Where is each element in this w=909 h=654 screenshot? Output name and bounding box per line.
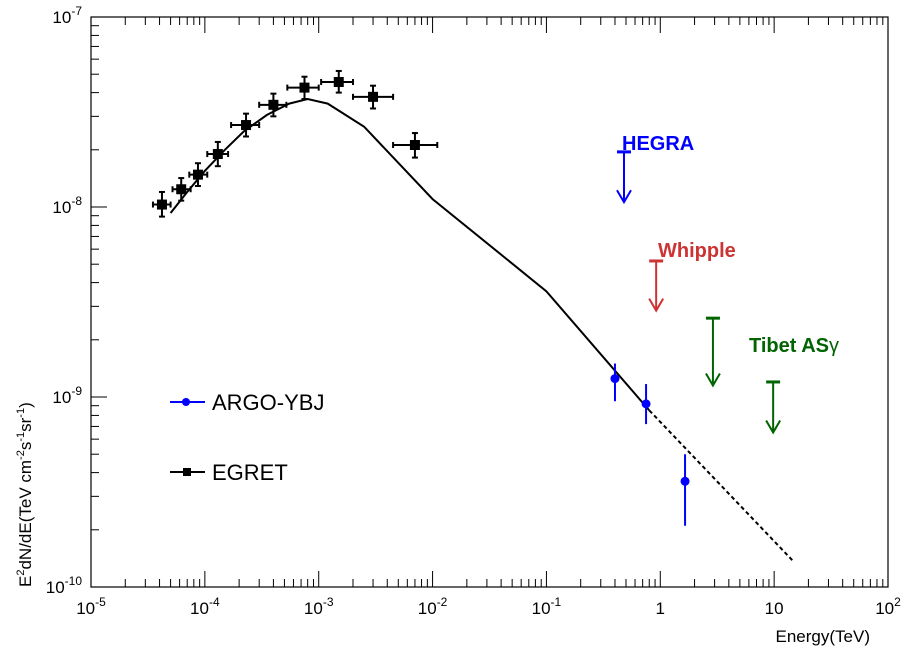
argo-point [680,476,690,486]
x-tick-label-exp: -5 [95,595,106,609]
annotation-tibet: Tibet ASγ [749,335,839,357]
y-axis-title: E2dN/dE(TeV cm-2s-1sr-1) [15,402,35,587]
y-axis-title-part: sr [16,417,35,432]
annotation-whipple: Whipple [658,240,736,262]
y-tick-label: 10-10 [46,574,83,597]
egret-point [333,76,344,87]
x-tick-label-base: 10 [76,599,95,618]
x-tick-label-exp: -1 [551,595,562,609]
x-tick-label: 1 [656,599,665,618]
legend-argo-label: ARGO-YBJ [212,390,324,415]
egret-point [409,139,420,150]
y-tick-label-base: 10 [52,198,71,217]
y-tick-label-base: 10 [52,8,71,27]
annotation-tibet-gamma: γ [829,335,839,357]
x-tick-label: 10-2 [418,595,448,618]
argo-point [610,374,620,384]
x-tick-label: 10 [765,599,784,618]
x-tick-label: 10-3 [304,595,334,618]
upper-limit-arrow [616,189,632,205]
egret-point [368,91,379,102]
y-axis-title-part: E [16,576,35,587]
egret-point [176,184,187,195]
x-tick-label-base: 10 [875,599,894,618]
x-tick-label: 102 [875,595,901,618]
data-series [151,69,690,526]
plot-frame [90,16,889,588]
y-axis-title-part: dN/dE(TeV cm [16,460,35,570]
x-tick-label: 10-4 [190,595,220,618]
y-tick-label-base: 10 [52,388,71,407]
annotation-tibet-text: Tibet AS [749,335,829,357]
x-tick-label-exp: -3 [323,595,334,609]
x-tick-label-exp: -2 [437,595,448,609]
egret-point [212,149,223,160]
y-tick-label-exp: -9 [71,384,82,398]
y-tick-label: 10-9 [52,384,82,407]
x-tick-label-exp: 2 [894,595,901,609]
argo-point [641,399,651,409]
egret-point [268,99,279,110]
egret-point [241,120,252,131]
y-axis-title-sup: -2 [15,450,27,460]
upper-limit-arrow [705,372,721,388]
axis-tick-labels: 10-5 10-4 10-3 10-2 10-1 1 10 10210-1010-910-81… [46,4,901,618]
model-curve [169,97,795,563]
annotation-hegra: HEGRA [622,133,694,155]
legend-egret-label: EGRET [212,460,288,485]
egret-point [299,82,310,93]
x-tick-label-base: 10 [190,599,209,618]
y-tick-label-base: 10 [46,578,65,597]
egret-point [192,169,203,180]
upper-limits [616,150,782,435]
x-tick-label-base: 10 [304,599,323,618]
y-axis-title-sup: 2 [15,570,27,576]
y-tick-label-exp: -7 [71,4,82,18]
x-tick-label-base: 10 [532,599,551,618]
x-tick-label-base: 10 [418,599,437,618]
y-axis-title-part: ) [16,402,35,408]
y-axis-title-part: s [16,442,35,451]
egret-point [156,199,167,210]
y-axis-title-sup: -1 [15,408,27,418]
y-tick-label-exp: -8 [71,194,82,208]
y-tick-label-exp: -10 [65,574,83,588]
legend-argo-marker [182,398,190,406]
x-tick-label: 10-1 [532,595,562,618]
x-tick-label-base: 10 [765,599,784,618]
upper-limit-arrow [765,420,782,435]
legend: ARGO-YBJ EGRET [170,390,324,485]
axis-ticks [90,17,889,588]
annotations: HEGRA Whipple Tibet ASγ [622,133,839,357]
y-axis-title-sup: -1 [15,432,27,442]
x-tick-label-base: 1 [656,599,665,618]
legend-egret-marker [183,468,191,476]
model-curve-solid [169,97,651,412]
y-tick-label: 10-7 [52,4,82,27]
y-tick-label: 10-8 [52,194,82,217]
upper-limit-arrow [648,298,665,313]
x-axis-title: Energy(TeV) [776,627,870,646]
x-tick-label: 10-5 [76,595,106,618]
x-tick-label-exp: -4 [209,595,220,609]
